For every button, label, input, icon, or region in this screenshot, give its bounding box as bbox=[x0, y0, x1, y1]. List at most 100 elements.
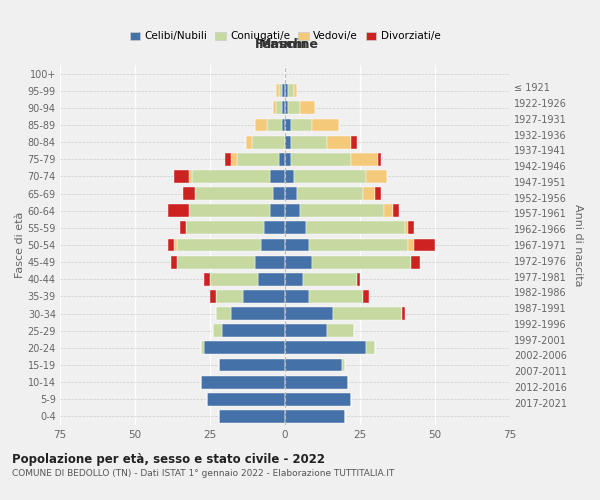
Bar bbox=[402, 307, 405, 320]
Bar bbox=[378, 153, 381, 166]
Bar bbox=[273, 187, 285, 200]
Bar bbox=[213, 324, 222, 337]
Bar bbox=[204, 273, 210, 285]
Bar bbox=[276, 102, 282, 114]
Bar bbox=[174, 170, 189, 183]
Bar bbox=[168, 238, 174, 252]
Bar bbox=[270, 204, 285, 217]
Bar bbox=[186, 222, 264, 234]
Bar bbox=[408, 222, 414, 234]
Bar bbox=[351, 153, 378, 166]
Bar bbox=[183, 187, 195, 200]
Y-axis label: Anni di nascita: Anni di nascita bbox=[573, 204, 583, 286]
Bar bbox=[282, 118, 285, 132]
Bar bbox=[288, 102, 300, 114]
Bar bbox=[294, 170, 366, 183]
Bar bbox=[333, 307, 402, 320]
Bar bbox=[285, 102, 288, 114]
Bar bbox=[363, 187, 375, 200]
Bar bbox=[231, 153, 237, 166]
Bar bbox=[303, 273, 357, 285]
Bar bbox=[291, 153, 351, 166]
Bar bbox=[180, 222, 186, 234]
Bar bbox=[375, 187, 381, 200]
Bar bbox=[408, 238, 414, 252]
Bar bbox=[285, 187, 297, 200]
Bar bbox=[252, 136, 285, 148]
Bar bbox=[285, 84, 288, 97]
Bar bbox=[222, 324, 285, 337]
Bar bbox=[267, 118, 282, 132]
Bar bbox=[285, 376, 348, 388]
Bar bbox=[279, 153, 285, 166]
Bar bbox=[237, 153, 279, 166]
Text: COMUNE DI BEDOLLO (TN) - Dati ISTAT 1° gennaio 2022 - Elaborazione TUTTITALIA.IT: COMUNE DI BEDOLLO (TN) - Dati ISTAT 1° g… bbox=[12, 469, 394, 478]
Text: Maschi: Maschi bbox=[259, 38, 308, 51]
Bar bbox=[177, 256, 255, 268]
Bar bbox=[285, 393, 351, 406]
Bar bbox=[255, 118, 267, 132]
Bar bbox=[243, 290, 285, 303]
Bar bbox=[327, 136, 351, 148]
Bar bbox=[405, 222, 408, 234]
Bar bbox=[261, 238, 285, 252]
Bar bbox=[225, 153, 231, 166]
Bar bbox=[285, 290, 309, 303]
Bar bbox=[285, 358, 342, 372]
Bar bbox=[210, 290, 216, 303]
Bar bbox=[258, 273, 285, 285]
Bar bbox=[327, 324, 354, 337]
Bar bbox=[285, 153, 291, 166]
Bar bbox=[288, 84, 294, 97]
Bar bbox=[174, 238, 177, 252]
Bar bbox=[351, 136, 357, 148]
Bar bbox=[201, 342, 204, 354]
Bar bbox=[285, 256, 312, 268]
Bar bbox=[168, 204, 189, 217]
Bar bbox=[414, 238, 435, 252]
Bar bbox=[216, 290, 243, 303]
Bar bbox=[285, 342, 366, 354]
Bar bbox=[282, 102, 285, 114]
Text: Femmine: Femmine bbox=[255, 38, 319, 51]
Bar bbox=[201, 376, 285, 388]
Bar bbox=[285, 204, 300, 217]
Bar bbox=[189, 170, 192, 183]
Text: Popolazione per età, sesso e stato civile - 2022: Popolazione per età, sesso e stato civil… bbox=[12, 452, 325, 466]
Bar bbox=[366, 170, 387, 183]
Bar bbox=[393, 204, 399, 217]
Bar bbox=[300, 204, 384, 217]
Bar bbox=[219, 358, 285, 372]
Bar bbox=[285, 118, 291, 132]
Y-axis label: Fasce di età: Fasce di età bbox=[14, 212, 25, 278]
Bar bbox=[192, 170, 270, 183]
Bar bbox=[285, 170, 294, 183]
Bar bbox=[207, 393, 285, 406]
Bar bbox=[285, 273, 303, 285]
Bar bbox=[246, 136, 252, 148]
Bar bbox=[231, 307, 285, 320]
Bar bbox=[342, 358, 345, 372]
Bar bbox=[297, 187, 363, 200]
Bar bbox=[300, 102, 315, 114]
Bar bbox=[309, 238, 408, 252]
Bar bbox=[273, 102, 276, 114]
Bar bbox=[264, 222, 285, 234]
Bar bbox=[276, 84, 279, 97]
Bar bbox=[312, 256, 411, 268]
Bar bbox=[363, 290, 369, 303]
Bar bbox=[285, 222, 306, 234]
Bar bbox=[285, 410, 345, 423]
Bar bbox=[309, 290, 363, 303]
Legend: Celibi/Nubili, Coniugati/e, Vedovi/e, Divorziati/e: Celibi/Nubili, Coniugati/e, Vedovi/e, Di… bbox=[125, 27, 445, 46]
Bar bbox=[189, 204, 270, 217]
Bar bbox=[204, 342, 285, 354]
Bar bbox=[282, 84, 285, 97]
Bar bbox=[291, 136, 327, 148]
Bar bbox=[270, 170, 285, 183]
Bar bbox=[219, 410, 285, 423]
Bar bbox=[384, 204, 393, 217]
Bar bbox=[285, 238, 309, 252]
Bar bbox=[171, 256, 177, 268]
Bar bbox=[294, 84, 297, 97]
